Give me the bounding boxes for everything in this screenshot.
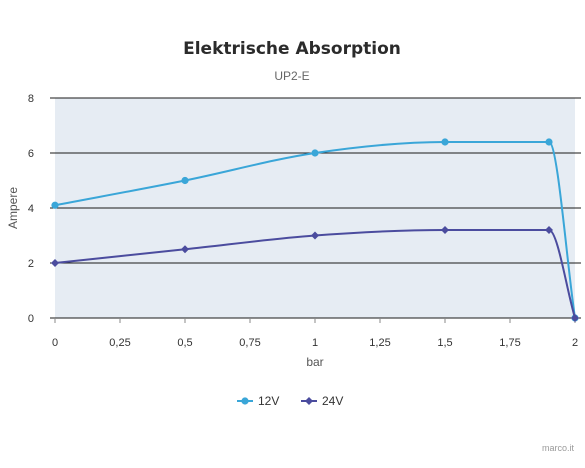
x-tick-label: 1,25 bbox=[369, 337, 390, 349]
x-tick-label: 1,75 bbox=[499, 337, 520, 349]
x-tick-label: 0 bbox=[52, 337, 58, 349]
legend-item-12V: 12V bbox=[237, 394, 279, 408]
legend-label: 12V bbox=[258, 394, 279, 408]
data-point-24V bbox=[545, 226, 553, 234]
data-point-24V bbox=[571, 314, 579, 322]
data-point-12V bbox=[51, 201, 59, 209]
x-axis-ticks: 0 0,25 0,5 0,75 1 1,25 1,5 1,75 2 bbox=[52, 318, 578, 349]
x-axis-label: bar bbox=[306, 355, 323, 369]
y-tick-label: 8 bbox=[28, 93, 34, 105]
y-axis-label: Ampere bbox=[6, 187, 20, 229]
legend-marker bbox=[241, 397, 249, 405]
y-axis-ticks: 0 2 4 6 8 bbox=[28, 93, 34, 325]
y-tick-label: 0 bbox=[28, 313, 34, 325]
chart-title: Elektrische Absorption bbox=[183, 39, 401, 59]
legend: 12V 24V bbox=[237, 394, 343, 408]
legend-item-24V: 24V bbox=[301, 394, 343, 408]
data-point-24V bbox=[181, 245, 189, 254]
series-12V bbox=[51, 138, 579, 322]
series-layer bbox=[51, 138, 579, 322]
chart-subtitle: UP2-E bbox=[274, 69, 309, 83]
series-24V bbox=[51, 226, 579, 322]
data-point-24V bbox=[441, 226, 449, 234]
data-point-12V bbox=[311, 149, 319, 157]
x-tick-label: 1,5 bbox=[437, 337, 452, 349]
data-point-24V bbox=[311, 231, 319, 240]
data-point-24V bbox=[51, 259, 59, 267]
legend-marker bbox=[305, 397, 313, 405]
y-tick-label: 2 bbox=[28, 258, 34, 270]
x-tick-label: 2 bbox=[572, 337, 578, 349]
y-tick-label: 6 bbox=[28, 148, 34, 160]
data-point-12V bbox=[441, 138, 449, 146]
series-line-12V bbox=[54, 140, 576, 319]
x-tick-label: 0,25 bbox=[109, 337, 130, 349]
x-tick-label: 0,5 bbox=[177, 337, 192, 349]
x-tick-label: 0,75 bbox=[239, 337, 260, 349]
y-tick-label: 4 bbox=[28, 203, 34, 215]
data-point-12V bbox=[181, 176, 189, 185]
legend-label: 24V bbox=[322, 394, 343, 408]
x-tick-label: 1 bbox=[312, 337, 318, 349]
data-point-12V bbox=[545, 138, 553, 146]
credit-text: marco.it bbox=[542, 443, 575, 453]
